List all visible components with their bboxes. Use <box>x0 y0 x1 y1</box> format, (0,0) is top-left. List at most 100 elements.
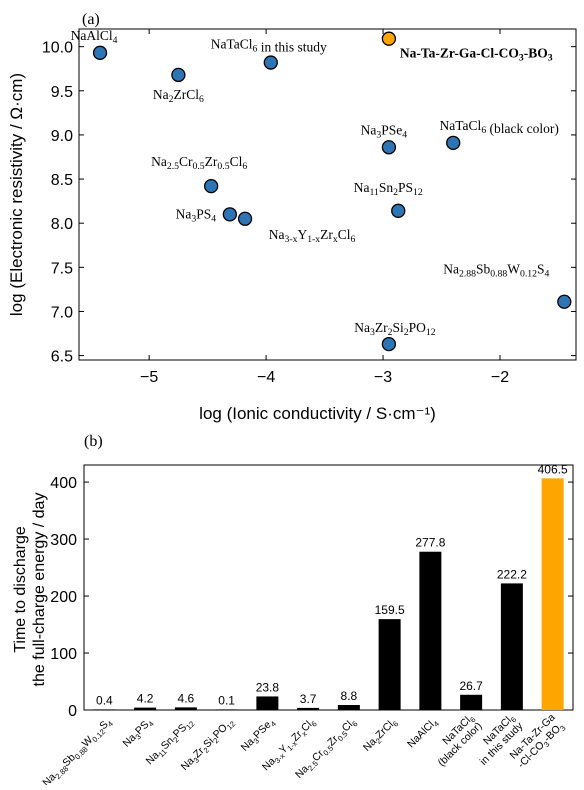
data-label: 23.8 <box>256 680 280 694</box>
subscript: 1-x <box>307 234 320 245</box>
subscript: 11 <box>157 747 169 759</box>
formula-text: ZrCl <box>174 87 200 102</box>
subscript: x <box>300 729 309 738</box>
formula-text: NaTaCl <box>211 37 253 52</box>
scatter-panel: (a) −5 −4 −3 −2 6.5 7.0 7.5 8.0 8.5 9.0 9.5 10.0 log … <box>7 11 577 423</box>
data-point <box>203 178 219 194</box>
subscript: 0.88 <box>490 269 507 280</box>
panel-label: (a) <box>82 11 100 28</box>
subscript: 3 <box>134 732 143 741</box>
subscript: 3 <box>542 740 551 749</box>
subscript: 4 <box>146 719 155 728</box>
bar <box>215 709 238 710</box>
subscript: 4 <box>432 719 441 728</box>
x-tick-label: Na3PS4 <box>121 716 156 751</box>
data-label: 0.1 <box>218 693 235 707</box>
subscript: 6 <box>468 715 477 724</box>
point-label: Na2.5Cr0.5Zr0.5Cl6 <box>151 154 247 172</box>
formula-text: Sn <box>379 180 394 195</box>
subscript: 3 <box>192 756 201 765</box>
data-point <box>381 336 397 352</box>
subscript: 6 <box>242 161 247 172</box>
subscript: 2 <box>211 736 220 745</box>
x-tick-label: NaTaCl6(black color) <box>436 714 485 768</box>
data-point <box>171 67 186 83</box>
subscript: 11 <box>370 187 379 198</box>
data-point <box>263 55 278 70</box>
data-point <box>446 135 461 151</box>
x-tick-label-line: Na3-xY1-xZrxCl6 <box>260 716 319 775</box>
formula-text: Na <box>153 87 169 102</box>
x-tick-label: Na3-xY1-xZrxCl6 <box>260 716 319 775</box>
subscript: 3 <box>548 53 553 64</box>
data-label: 406.5 <box>538 462 568 476</box>
bar <box>256 696 279 710</box>
data-label: 0.4 <box>96 693 113 707</box>
bar <box>500 583 523 710</box>
data-point <box>237 211 253 226</box>
subscript: 0.12 <box>520 269 537 280</box>
point-label: Na3-xY1-xZrxCl6 <box>269 227 356 245</box>
x-axis-label: log (Ionic conductivity / S·cm⁻¹) <box>199 404 436 423</box>
data-label: 3.7 <box>300 692 317 706</box>
bar <box>378 619 401 710</box>
subscript: 2 <box>169 94 174 105</box>
bar <box>541 478 564 710</box>
plot-frame <box>83 464 574 711</box>
x-tick-label: −4 <box>257 369 275 386</box>
y-axis-label: log (Electronic resistivity / Ω·cm) <box>7 73 26 316</box>
subscript: 3 <box>370 327 375 338</box>
bar <box>337 704 360 710</box>
point-label: NaAlCl4 <box>71 28 118 46</box>
subscript: 6 <box>309 719 318 728</box>
bar <box>297 707 320 710</box>
bar <box>174 707 197 710</box>
formula-text: -BO <box>524 46 548 61</box>
formula-text: Na <box>361 122 377 137</box>
data-label: 4.6 <box>178 691 195 705</box>
x-tick-label: Na3PSe4 <box>239 719 278 754</box>
subscript: 2 <box>171 735 180 744</box>
subscript: 3 <box>376 129 381 140</box>
y-axis-label: Time to discharge <box>12 526 29 653</box>
formula-text: PS <box>196 206 211 221</box>
subscript: 2 <box>202 746 211 755</box>
point-label: Na3Zr2Si2PO12 <box>354 320 435 338</box>
subscript: 2 <box>374 736 383 745</box>
x-tick-label-line: Na2ZrCl6 <box>361 716 400 755</box>
x-tick-label-line: NaAlCl4 <box>405 716 441 752</box>
formula-text: Zr <box>320 227 333 242</box>
subscript: 6 <box>481 125 486 136</box>
formula-text: S <box>537 262 545 277</box>
formula-text: PSe <box>381 122 402 137</box>
data-point <box>381 140 397 155</box>
x-tick-label-line: Na3PS4 <box>121 716 156 751</box>
x-tick-label-line: Na2.88Sb0.88W0.12S4 <box>40 716 115 785</box>
point-label: NaTaCl6 in this study <box>211 37 327 55</box>
x-tick-label: Na3Zr2Si2PO12 <box>179 719 238 773</box>
panel-label: (b) <box>84 433 103 450</box>
x-tick-label: NaAlCl4 <box>405 716 441 752</box>
point-label: Na2ZrCl6 <box>153 87 204 105</box>
bar <box>134 707 157 710</box>
y-tick-label: 9.0 <box>51 128 73 145</box>
formula-text: Sb <box>476 262 491 277</box>
subscript: 6 <box>199 94 204 105</box>
formula-text: Cr <box>179 154 193 169</box>
bar <box>460 694 483 710</box>
data-label: 277.8 <box>415 536 445 550</box>
data-point <box>222 207 238 222</box>
data-point <box>557 294 572 309</box>
subscript: 2.5 <box>167 161 179 172</box>
y-tick-label: 8.5 <box>51 172 73 189</box>
formula-text: Na <box>354 180 370 195</box>
y-axis-label: the full-charge energy / day <box>31 493 48 687</box>
formula-text: Na-Ta-Zr-Ga-Cl-CO <box>400 46 519 61</box>
data-label: 222.2 <box>497 567 527 581</box>
subscript: 12 <box>426 327 436 338</box>
y-tick-label: 300 <box>50 532 77 549</box>
subscript: 6 <box>391 719 400 728</box>
formula-text: Zr <box>375 320 388 335</box>
data-point <box>391 203 406 218</box>
